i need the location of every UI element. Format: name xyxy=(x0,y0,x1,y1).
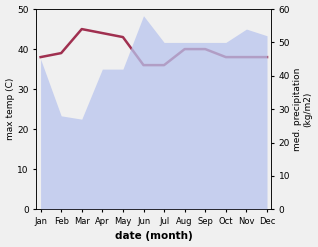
X-axis label: date (month): date (month) xyxy=(115,231,193,242)
Y-axis label: med. precipitation
(kg/m2): med. precipitation (kg/m2) xyxy=(293,67,313,151)
Y-axis label: max temp (C): max temp (C) xyxy=(5,78,15,140)
